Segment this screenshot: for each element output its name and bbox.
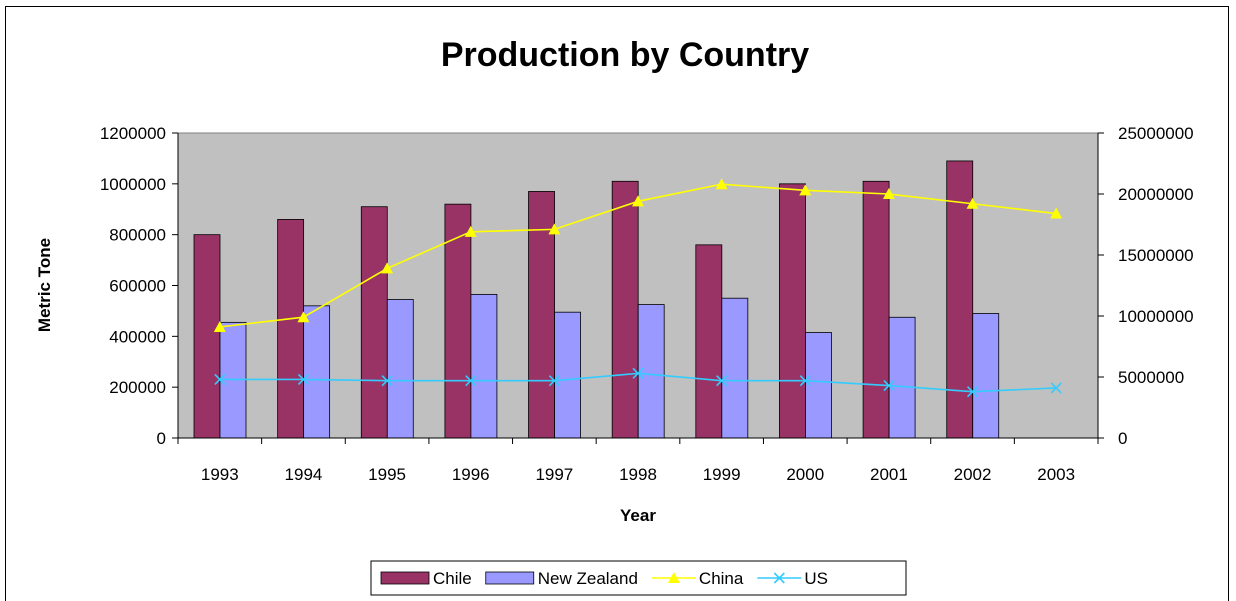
x-tick-label: 1994 — [285, 465, 323, 484]
y-tick-label: 200000 — [109, 378, 166, 397]
x-tick-label: 2001 — [870, 465, 908, 484]
x-tick-label: 1999 — [703, 465, 741, 484]
x-tick-label: 2002 — [954, 465, 992, 484]
point-us-2001 — [883, 379, 895, 392]
x-tick-label: 2003 — [1037, 465, 1075, 484]
bar-new-zealand-1997 — [554, 311, 581, 439]
point-china-2003 — [1050, 207, 1063, 219]
x-tick-label: 1997 — [535, 465, 573, 484]
point-china-1995 — [381, 262, 394, 274]
x-axis-label: Year — [620, 506, 656, 525]
plot-area: 0 200000 400000 600000 800000 1000000 1200000 0… — [100, 124, 1194, 484]
bar-chile-2000 — [779, 183, 806, 439]
bar-chile-1993 — [193, 234, 221, 439]
y-tick-label: 800000 — [109, 226, 166, 245]
legend-marker-us — [773, 572, 785, 584]
bar-chile-1998 — [611, 180, 639, 439]
point-china-2001 — [882, 188, 895, 199]
y2-tick-label: 5000000 — [1118, 368, 1184, 387]
bar-new-zealand-1999 — [721, 297, 749, 439]
y-tick-label: 400000 — [109, 327, 166, 346]
point-us-2003 — [1050, 382, 1062, 394]
point-us-1996 — [465, 375, 477, 387]
legend-label-chile: Chile — [433, 569, 472, 588]
bar-chile-2001 — [862, 180, 890, 439]
legend-label-china: China — [699, 569, 744, 588]
bar-chile-1995 — [360, 206, 388, 439]
bar-chile-1996 — [444, 203, 472, 439]
x-tick-label: 1998 — [619, 465, 657, 484]
x-tick-label: 1993 — [201, 465, 239, 484]
point-us-2000 — [799, 375, 811, 387]
legend-marker-china — [667, 572, 680, 583]
bar-chile-1999 — [695, 244, 723, 439]
point-china-1999 — [715, 178, 728, 190]
y2-tick-label: 15000000 — [1118, 246, 1194, 265]
x-tick-label: 1995 — [368, 465, 406, 484]
point-us-1998 — [632, 367, 644, 379]
point-china-1998 — [632, 195, 644, 207]
bar-chile-1997 — [528, 191, 555, 439]
point-china-1997 — [548, 223, 561, 235]
point-us-1994 — [297, 373, 310, 386]
point-china-2000 — [799, 184, 812, 196]
chart-title: Production by Country — [441, 36, 809, 74]
point-us-1993 — [214, 373, 226, 386]
point-us-1997 — [548, 375, 560, 387]
point-us-1995 — [381, 375, 393, 387]
x-tick-label: 1996 — [452, 465, 490, 484]
bar-new-zealand-1998 — [637, 304, 665, 439]
legend-label-us: US — [804, 569, 828, 588]
y2-tick-label: 0 — [1118, 429, 1127, 448]
point-us-2002 — [966, 386, 979, 398]
legend-swatch-new-zealand — [485, 571, 535, 585]
bar-new-zealand-1994 — [303, 305, 331, 439]
bar-new-zealand-2002 — [972, 313, 1000, 439]
point-china-1994 — [297, 311, 310, 323]
bar-new-zealand-2001 — [888, 316, 916, 439]
point-china-2002 — [966, 197, 979, 209]
legend-box — [370, 560, 907, 596]
legend: Chile New Zealand China US — [370, 560, 907, 596]
y-tick-label: 1200000 — [100, 124, 166, 143]
point-china-1996 — [464, 225, 477, 237]
y-tick-label: 1000000 — [100, 175, 166, 194]
y2-tick-label: 25000000 — [1118, 124, 1194, 143]
point-us-1999 — [716, 375, 728, 387]
legend-swatch-chile — [380, 571, 430, 585]
y-tick-label: 600000 — [109, 277, 166, 296]
bar-new-zealand-1996 — [470, 293, 498, 439]
y2-tick-label: 20000000 — [1118, 185, 1194, 204]
y2-tick-label: 10000000 — [1118, 307, 1194, 326]
legend-label-new-zealand: New Zealand — [538, 569, 638, 588]
x-tick-label: 2000 — [786, 465, 824, 484]
point-china-1993 — [213, 320, 226, 332]
bar-chile-1994 — [277, 219, 305, 439]
y-tick-label: 0 — [157, 429, 166, 448]
y-axis-label: Metric Tone — [35, 238, 54, 332]
bar-new-zealand-1995 — [386, 299, 414, 439]
